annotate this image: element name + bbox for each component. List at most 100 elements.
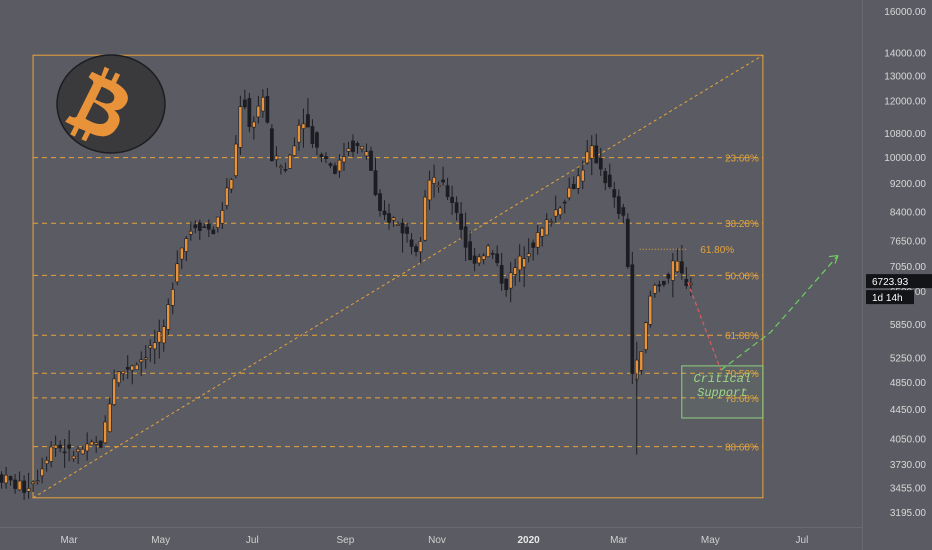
candle xyxy=(270,128,274,162)
candle xyxy=(508,272,513,289)
candle xyxy=(598,157,603,170)
fib-trendline xyxy=(32,54,764,499)
candle xyxy=(675,260,680,273)
forecast-up-line xyxy=(720,255,839,371)
candle xyxy=(522,258,527,268)
candle xyxy=(405,226,409,234)
candle xyxy=(188,230,193,235)
x-tick-label: Mar xyxy=(60,535,78,546)
candle xyxy=(337,159,342,172)
candle xyxy=(130,365,135,371)
y-tick-label: 3195.00 xyxy=(890,508,927,519)
candle xyxy=(571,183,576,189)
candle xyxy=(607,174,612,187)
candle xyxy=(175,263,180,283)
candle xyxy=(247,98,252,127)
candle xyxy=(346,148,351,152)
candle xyxy=(40,468,45,477)
x-tick-label: Mar xyxy=(610,535,628,546)
candle xyxy=(35,480,40,483)
critical-support-box xyxy=(681,365,764,419)
candle xyxy=(540,227,545,237)
candle xyxy=(481,255,486,260)
candle xyxy=(197,222,202,231)
candle xyxy=(355,143,360,147)
countdown-label: 1d 14h xyxy=(872,293,903,304)
y-tick-label: 8400.00 xyxy=(890,207,927,218)
bitcoin-symbol-icon xyxy=(65,66,128,142)
candle xyxy=(373,170,378,196)
candle xyxy=(283,169,288,171)
candle xyxy=(616,196,621,214)
candle xyxy=(657,284,662,287)
last-price-label: 6723.93 xyxy=(872,277,909,288)
candle xyxy=(544,219,549,236)
candle xyxy=(297,124,301,143)
candle xyxy=(215,216,220,228)
candle xyxy=(468,241,472,260)
x-tick-label: May xyxy=(701,535,720,546)
x-tick-label: 2020 xyxy=(517,535,540,546)
candle xyxy=(89,441,94,446)
candle xyxy=(49,446,54,462)
fib-level-label: 50.00% xyxy=(725,271,759,282)
candle xyxy=(427,179,432,201)
countdown-tag xyxy=(866,290,914,305)
candle xyxy=(567,187,572,199)
y-tick-label: 14000.00 xyxy=(884,48,926,59)
fib-level-label: 61.80% xyxy=(725,331,759,342)
candle xyxy=(562,201,567,204)
y-tick-label: 12000.00 xyxy=(884,96,926,107)
fib-level-label: 70.50% xyxy=(725,369,759,380)
x-tick-label: Jul xyxy=(796,535,809,546)
critical-support-line1: Critical xyxy=(694,372,752,386)
candle xyxy=(364,151,369,157)
candle xyxy=(378,193,382,211)
candle xyxy=(360,146,364,150)
candle xyxy=(44,460,49,465)
candle xyxy=(301,123,306,129)
candle xyxy=(17,480,22,491)
candle xyxy=(351,140,355,153)
last-price-tag xyxy=(866,274,932,289)
candle xyxy=(391,217,396,221)
candle xyxy=(436,185,441,188)
candle xyxy=(445,185,450,197)
candle xyxy=(454,202,459,213)
candle xyxy=(107,403,112,433)
y-tick-label: 16000.00 xyxy=(884,7,926,18)
candle xyxy=(161,326,166,344)
fib-level-label: 38.20% xyxy=(725,219,759,230)
critical-support-line2: Support xyxy=(697,386,747,400)
candle xyxy=(504,278,509,291)
candle xyxy=(450,196,454,204)
y-tick-label: 5250.00 xyxy=(890,354,927,365)
retracement-label: 61.80% xyxy=(700,245,734,256)
candle xyxy=(292,145,297,156)
candle xyxy=(490,253,495,255)
candle xyxy=(157,331,162,343)
candle xyxy=(576,175,581,189)
candle xyxy=(495,253,500,264)
candle xyxy=(553,209,558,217)
candle xyxy=(666,274,671,279)
candle xyxy=(224,187,229,206)
y-tick-label: 10000.00 xyxy=(884,153,926,164)
candle xyxy=(94,442,99,445)
candle xyxy=(513,267,518,275)
y-tick-label: 9200.00 xyxy=(890,179,927,190)
candle xyxy=(121,371,126,374)
candle xyxy=(220,210,225,224)
candle xyxy=(112,378,117,405)
fib-level-label: 78.60% xyxy=(725,394,759,405)
candle xyxy=(148,345,153,349)
y-tick-label: 10800.00 xyxy=(884,129,926,140)
candle xyxy=(441,179,445,183)
candle xyxy=(328,163,333,166)
candle xyxy=(517,255,522,271)
candle xyxy=(202,226,207,228)
candle xyxy=(432,177,436,184)
candle xyxy=(76,448,81,452)
candle xyxy=(279,166,283,168)
